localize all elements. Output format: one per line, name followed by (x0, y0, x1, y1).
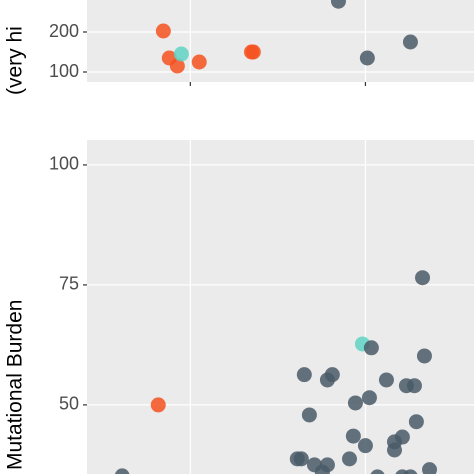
point (324, 367, 340, 383)
y-axis-title: Mutational Burden (4, 300, 27, 470)
point (114, 468, 130, 474)
panel-background (87, 140, 474, 474)
point (402, 34, 418, 50)
point (314, 464, 330, 474)
y-tick-label: 100 (49, 154, 79, 174)
point (191, 54, 207, 70)
point (245, 44, 261, 60)
point (169, 58, 185, 74)
point (155, 23, 171, 39)
point (359, 50, 375, 66)
point (378, 372, 394, 388)
point (422, 462, 438, 474)
point (416, 348, 432, 364)
point (341, 451, 357, 467)
point (408, 414, 424, 430)
point (347, 395, 363, 411)
point (357, 438, 373, 454)
point (330, 0, 346, 9)
point (173, 46, 189, 62)
y-tick-label: 100 (49, 61, 79, 81)
point (370, 469, 385, 474)
y-axis-title: (very hi (4, 26, 27, 95)
point (415, 270, 431, 286)
point (296, 367, 312, 383)
point (394, 429, 410, 445)
point (345, 428, 361, 444)
point (361, 390, 377, 406)
y-tick-label: 200 (49, 21, 79, 41)
point (301, 407, 317, 423)
point (150, 397, 166, 413)
point (363, 340, 379, 356)
point (386, 442, 402, 458)
point (403, 469, 418, 474)
y-tick-label: 75 (59, 274, 79, 294)
point (293, 451, 309, 467)
y-tick-label: 50 (59, 394, 79, 414)
point (406, 378, 422, 394)
